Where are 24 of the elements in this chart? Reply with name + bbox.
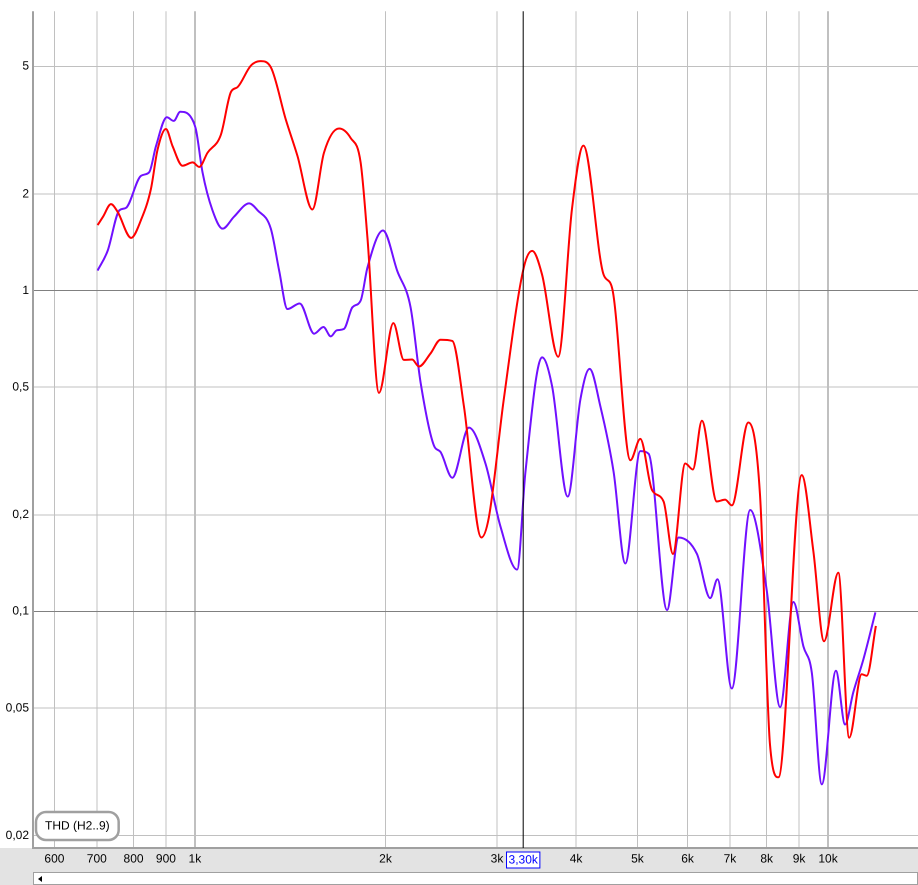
y-tick-label: 1 bbox=[22, 282, 30, 297]
x-tick-label: 3k bbox=[490, 852, 504, 866]
x-tick-label: 7k bbox=[724, 852, 738, 866]
x-tick-label: 900 bbox=[156, 852, 176, 866]
x-tick-label: 8k bbox=[760, 852, 774, 866]
x-tick-label: 800 bbox=[124, 852, 144, 866]
y-tick-label: 0,02 bbox=[6, 828, 30, 842]
y-tick-label: 0,2 bbox=[12, 507, 30, 522]
y-tick-label: 5 bbox=[22, 58, 30, 73]
annotation: THD (H2..9) bbox=[45, 818, 110, 832]
y-tick-label: 0,1 bbox=[12, 604, 30, 618]
x-tick-label: 9k bbox=[792, 852, 806, 866]
x-tick-label: 600 bbox=[44, 852, 65, 866]
x-tick-label: 2k bbox=[379, 852, 393, 866]
x-tick-label: 5k bbox=[631, 852, 645, 866]
y-tick-label: 2 bbox=[22, 186, 30, 200]
ref-line-label: 3,30k bbox=[508, 852, 539, 866]
x-tick-label: 700 bbox=[86, 852, 108, 866]
y-tick-label: 0,05 bbox=[6, 700, 30, 714]
y-tick-label: 0,5 bbox=[12, 379, 30, 394]
x-tick-label: 10k bbox=[818, 852, 839, 866]
x-tick-label: 4k bbox=[570, 852, 584, 866]
x-tick-label: 1k bbox=[188, 852, 202, 866]
x-tick-label: 6k bbox=[681, 852, 695, 866]
